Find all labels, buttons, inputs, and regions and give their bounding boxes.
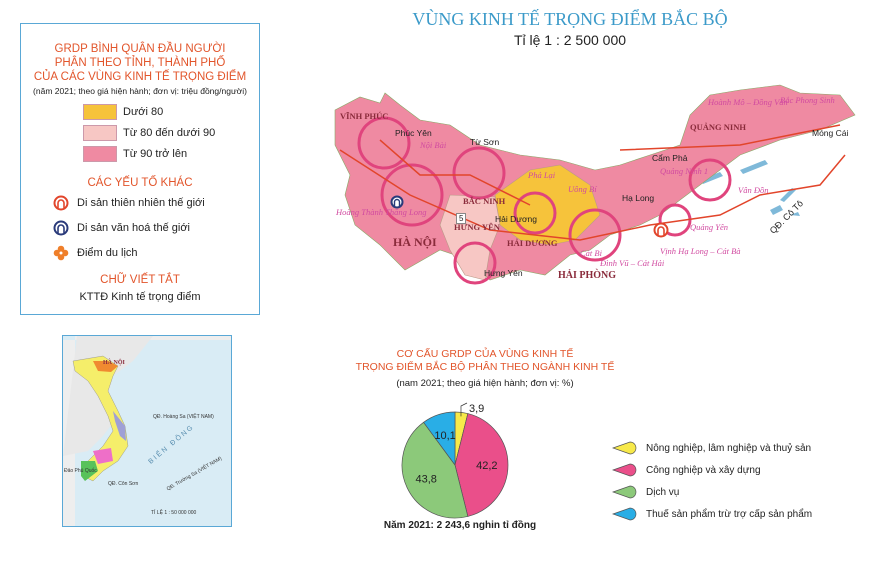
place-label: Uông Bí <box>568 184 597 194</box>
legend-class-2: Từ 80 đến dưới 90 <box>83 125 259 141</box>
legend-label: Di sản thiên nhiên thế giới <box>77 197 205 209</box>
province-label: HẢI PHÒNG <box>558 270 617 281</box>
legend-tourism: Điểm du lịch <box>53 245 259 261</box>
place-label: Vân Đồn <box>738 185 769 195</box>
chart-title-line: CƠ CẤU GRDP CỦA VÙNG KINH TẾ <box>396 348 574 360</box>
city-label: Hạ Long <box>622 193 655 203</box>
legend-entry: Dịch vụ <box>612 481 812 503</box>
inset-hoangsa: QĐ. Hoàng Sa (VIỆT NAM) <box>153 414 214 420</box>
inset-hanoi: HÀ NỘI <box>103 360 125 366</box>
swatch <box>83 146 117 162</box>
place-label: Đình Vũ – Cát Hải <box>600 258 665 268</box>
legend-swatch <box>612 507 637 521</box>
legend-label: Di sản văn hoá thế giới <box>77 222 191 234</box>
inset-conson: QĐ. Côn Sơn <box>108 481 139 487</box>
pie-data-label: 10,1 <box>434 430 455 442</box>
chart-title: CƠ CẤU GRDP CỦA VÙNG KINH TẾ TRỌNG ĐIỂM … <box>320 348 650 374</box>
inset-phuquoc: Đảo Phú Quốc <box>64 468 97 474</box>
roads <box>339 124 846 241</box>
economic-centers <box>357 116 732 285</box>
vietnam-shape <box>63 336 231 526</box>
pie-chart: 3,9 42,2 43,8 10,1 <box>401 402 509 519</box>
inset-map: HÀ NỘI QĐ. Hoàng Sa (VIỆT NAM) BIỂN ĐÔNG… <box>62 335 232 527</box>
natural-heritage-icon <box>53 195 69 211</box>
city-label: Từ Sơn <box>470 137 500 147</box>
abbr-text: KTTĐ Kinh tế trọng điểm <box>79 291 201 303</box>
province-label: BẮC NINH <box>463 196 506 206</box>
legend-label: Nông nghiệp, lâm nghiệp và thuỷ sản <box>646 442 812 454</box>
legend-swatch <box>612 441 637 455</box>
city-label: Hưng Yên <box>484 268 523 278</box>
chart-title-line: TRỌNG ĐIỂM BẮC BỘ PHÂN THEO NGÀNH KINH T… <box>355 361 615 373</box>
natural-heritage-icon <box>653 222 669 238</box>
legend-heading: GRDP BÌNH QUÂN ĐẦU NGƯỜI PHÂN THEO TỈNH,… <box>21 42 259 84</box>
legend-entry: Công nghiệp và xây dựng <box>612 459 812 481</box>
city-label: Móng Cái <box>812 128 849 138</box>
place-label: Quảng Yên <box>690 222 729 232</box>
legend-heading-line: CỦA CÁC VÙNG KINH TẾ TRỌNG ĐIỂM <box>33 71 247 83</box>
chart-caption: Năm 2021: 2 243,6 nghin tỉ đồng <box>383 520 537 531</box>
legend-cultural-heritage: Di sản văn hoá thế giới <box>53 220 259 236</box>
legend-label: Điểm du lịch <box>77 247 138 259</box>
cultural-heritage-icon <box>390 195 404 209</box>
place-label: Phả Lại <box>528 170 556 180</box>
province-label: QUẢNG NINH <box>690 122 746 132</box>
province-label: HẢI DƯƠNG <box>507 238 558 248</box>
place-label: Quảng Ninh 1 <box>660 166 709 176</box>
legend-heading-line: PHÂN THEO TỈNH, THÀNH PHỐ <box>54 57 226 69</box>
legend-class-3: Từ 90 trở lên <box>83 146 259 162</box>
legend-entry: Thuế sản phẩm trừ trợ cấp sản phẩm <box>612 503 812 525</box>
city-label: Phúc Yên <box>395 128 432 138</box>
place-label: Bắc Phong Sinh <box>780 95 835 105</box>
other-heading: CÁC YẾU TỐ KHÁC <box>87 177 193 189</box>
legend-label: Công nghiệp và xây dựng <box>646 464 761 476</box>
tourism-icon <box>53 245 69 261</box>
pie-slice <box>401 421 469 519</box>
pie-slice <box>454 413 509 517</box>
legend-heading-line: GRDP BÌNH QUÂN ĐẦU NGƯỜI <box>54 43 226 55</box>
legend-label: Từ 90 trở lên <box>123 148 188 160</box>
pie-data-label: 43,8 <box>416 474 437 486</box>
province-label: HÀ NỘI <box>393 235 437 249</box>
chart-subtitle: (nam 2021; theo giá hiện hành; đơn vị: %… <box>396 378 574 389</box>
legend-entry: Nông nghiệp, lâm nghiệp và thuỷ sản <box>612 437 812 459</box>
legend-swatch <box>612 485 637 499</box>
place-label: Hoàng Thành Thăng Long <box>336 207 427 217</box>
place-label: Nội Bài <box>420 140 447 150</box>
map-scale: Tỉ lệ 1 : 2 500 000 <box>513 32 627 48</box>
pie-slice <box>423 411 456 467</box>
main-map <box>334 84 856 285</box>
pie-data-label: 3,9 <box>469 403 484 415</box>
legend-panel: GRDP BÌNH QUÂN ĐẦU NGƯỜI PHÂN THEO TỈNH,… <box>20 23 260 315</box>
cultural-heritage-icon <box>53 220 69 236</box>
chart-legend: Nông nghiệp, lâm nghiệp và thuỷ sản Công … <box>612 437 812 525</box>
legend-swatch <box>612 463 637 477</box>
legend-label: Từ 80 đến dưới 90 <box>123 127 216 139</box>
legend-label: Dịch vụ <box>646 486 680 498</box>
swatch <box>83 125 117 141</box>
swatch <box>83 104 117 120</box>
city-label: Cẩm Phả <box>652 153 688 163</box>
province-label: HƯNG YÊN <box>454 222 500 232</box>
legend-natural-heritage: Di sản thiên nhiên thế giới <box>53 195 259 211</box>
legend-label: Dưới 80 <box>123 106 164 118</box>
city-label: Hải Dương <box>495 214 537 224</box>
place-label: Cát Bi <box>580 248 602 258</box>
inset-scale: TỈ LỆ 1 : 50 000 000 <box>151 510 197 516</box>
place-label: Hoành Mô – Đồng Văn <box>708 97 788 107</box>
pie-data-label: 42,2 <box>476 460 497 472</box>
abbr-heading: CHỮ VIẾT TẮT <box>100 274 180 286</box>
legend-label: Thuế sản phẩm trừ trợ cấp sản phẩm <box>646 508 813 520</box>
legend-class-1: Dưới 80 <box>83 104 259 120</box>
legend-subtitle: (năm 2021; theo giá hiện hành; đơn vị: t… <box>33 86 247 96</box>
province-label: VĨNH PHÚC <box>340 111 389 121</box>
road-number: 5 <box>456 213 467 224</box>
place-label: Vịnh Hạ Long – Cát Bà <box>660 246 741 256</box>
map-title: VÙNG KINH TẾ TRỌNG ĐIỂM BẮC BỘ <box>412 9 728 29</box>
pie-leader-line <box>460 402 468 417</box>
